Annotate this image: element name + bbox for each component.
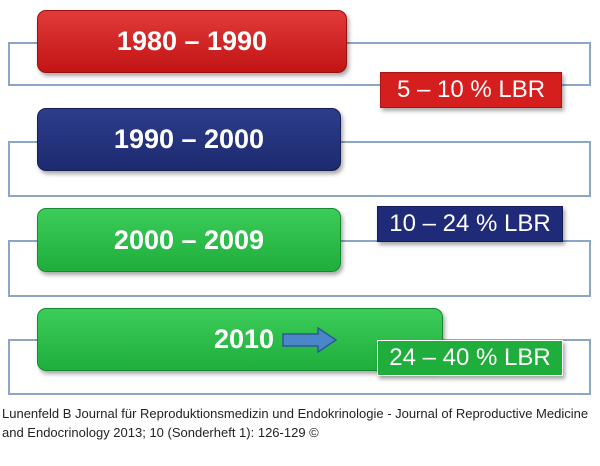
rate-label: 5 – 10 % LBR [396, 76, 546, 103]
right-arrow-icon [282, 326, 338, 353]
period-label: 2010 [214, 324, 275, 354]
period-label: 1980 – 1990 [116, 26, 268, 56]
period-label: 2000 – 2009 [113, 224, 265, 255]
rate-tag-24-40: 24 – 40 % LBR [377, 340, 563, 376]
rate-tag-10-24: 10 – 24 % LBR [377, 206, 563, 242]
rate-label: 24 – 40 % LBR [389, 344, 551, 371]
source-caption: Lunenfeld B Journal für Reproduktionsmed… [2, 406, 589, 440]
period-label: 1990 – 2000 [113, 124, 265, 154]
rate-label: 10 – 24 % LBR [389, 210, 551, 237]
period-bar-2000-2009: 2000 – 2009 [37, 208, 341, 272]
rate-tag-5-10: 5 – 10 % LBR [380, 72, 562, 108]
period-bar-2010: 2010 [37, 308, 443, 371]
period-bar-1980-1990: 1980 – 1990 [37, 10, 347, 73]
period-bar-1990-2000: 1990 – 2000 [37, 108, 341, 171]
